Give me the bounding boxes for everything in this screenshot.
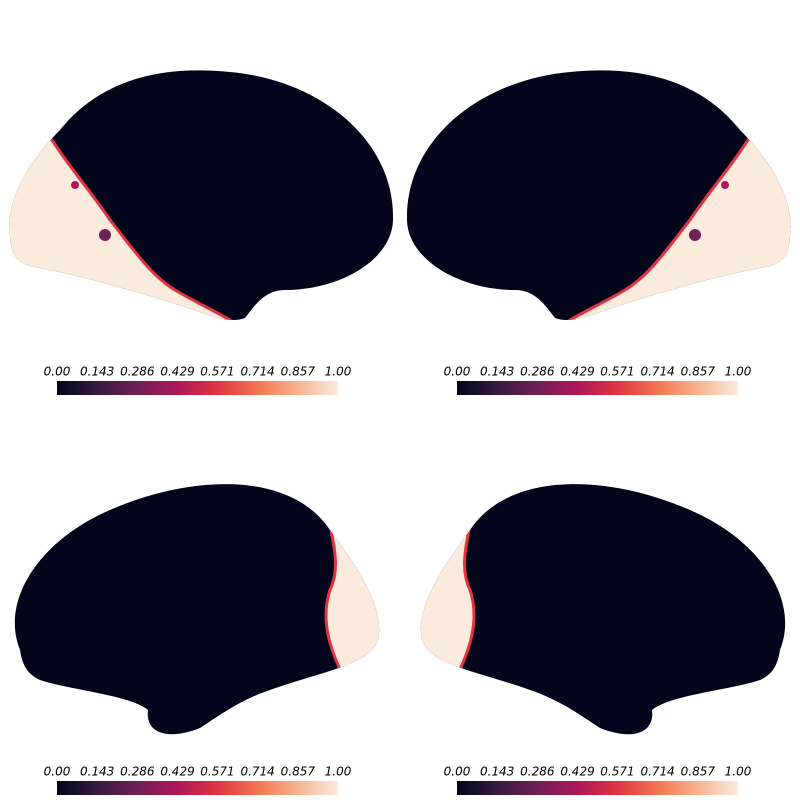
lateral-left <box>9 70 394 320</box>
colorbar-tick-label: 0.286 <box>120 765 155 779</box>
colorbar-tick-label: 0.00 <box>44 765 71 779</box>
colorbar-tick-label: 1.00 <box>325 765 352 779</box>
colorbar-tick-label: 0.429 <box>560 765 594 779</box>
colorbar-tick-label: 0.571 <box>200 365 234 379</box>
colorbar-tick-label: 0.143 <box>80 365 114 379</box>
colorbar-tick-label: 0.143 <box>480 765 514 779</box>
colorbar-tick-label: 0.714 <box>240 365 274 379</box>
colorbar-tick-label: 0.00 <box>444 765 471 779</box>
colorbar-tick-label: 0.714 <box>640 765 674 779</box>
colorbar-tick-label: 1.00 <box>325 365 352 379</box>
colorbar-tick-label: 1.00 <box>725 365 752 379</box>
colorbar <box>57 781 338 795</box>
colorbar <box>57 381 338 395</box>
colorbar-tick-label: 0.00 <box>444 365 471 379</box>
colorbar-tick-label: 0.857 <box>281 765 316 779</box>
colorbar-tick-label: 0.857 <box>681 765 716 779</box>
colorbar-tick-label: 0.857 <box>281 365 316 379</box>
colorbar <box>457 781 738 795</box>
colorbar-tick-label: 0.286 <box>520 365 555 379</box>
colorbar-tick-label: 0.286 <box>520 765 555 779</box>
colorbar-tick-label: 0.429 <box>160 365 194 379</box>
medial-right <box>420 484 786 735</box>
colorbar-tick-label: 0.00 <box>44 365 71 379</box>
colorbar-tick-label: 0.143 <box>80 765 114 779</box>
colorbar-tick-label: 0.571 <box>600 765 634 779</box>
lateral-right <box>406 70 791 320</box>
colorbar-tick-label: 0.571 <box>600 365 634 379</box>
colorbar-tick-label: 0.143 <box>480 365 514 379</box>
colorbar <box>457 381 738 395</box>
colorbar-tick-label: 0.714 <box>240 765 274 779</box>
medial-left <box>14 484 380 735</box>
colorbar-tick-label: 0.429 <box>160 765 194 779</box>
colorbar-tick-label: 0.857 <box>681 365 716 379</box>
colorbar-tick-label: 1.00 <box>725 765 752 779</box>
colorbar-tick-label: 0.286 <box>120 365 155 379</box>
colorbar-tick-label: 0.714 <box>640 365 674 379</box>
colorbar-tick-label: 0.571 <box>200 765 234 779</box>
colorbar-tick-label: 0.429 <box>560 365 594 379</box>
